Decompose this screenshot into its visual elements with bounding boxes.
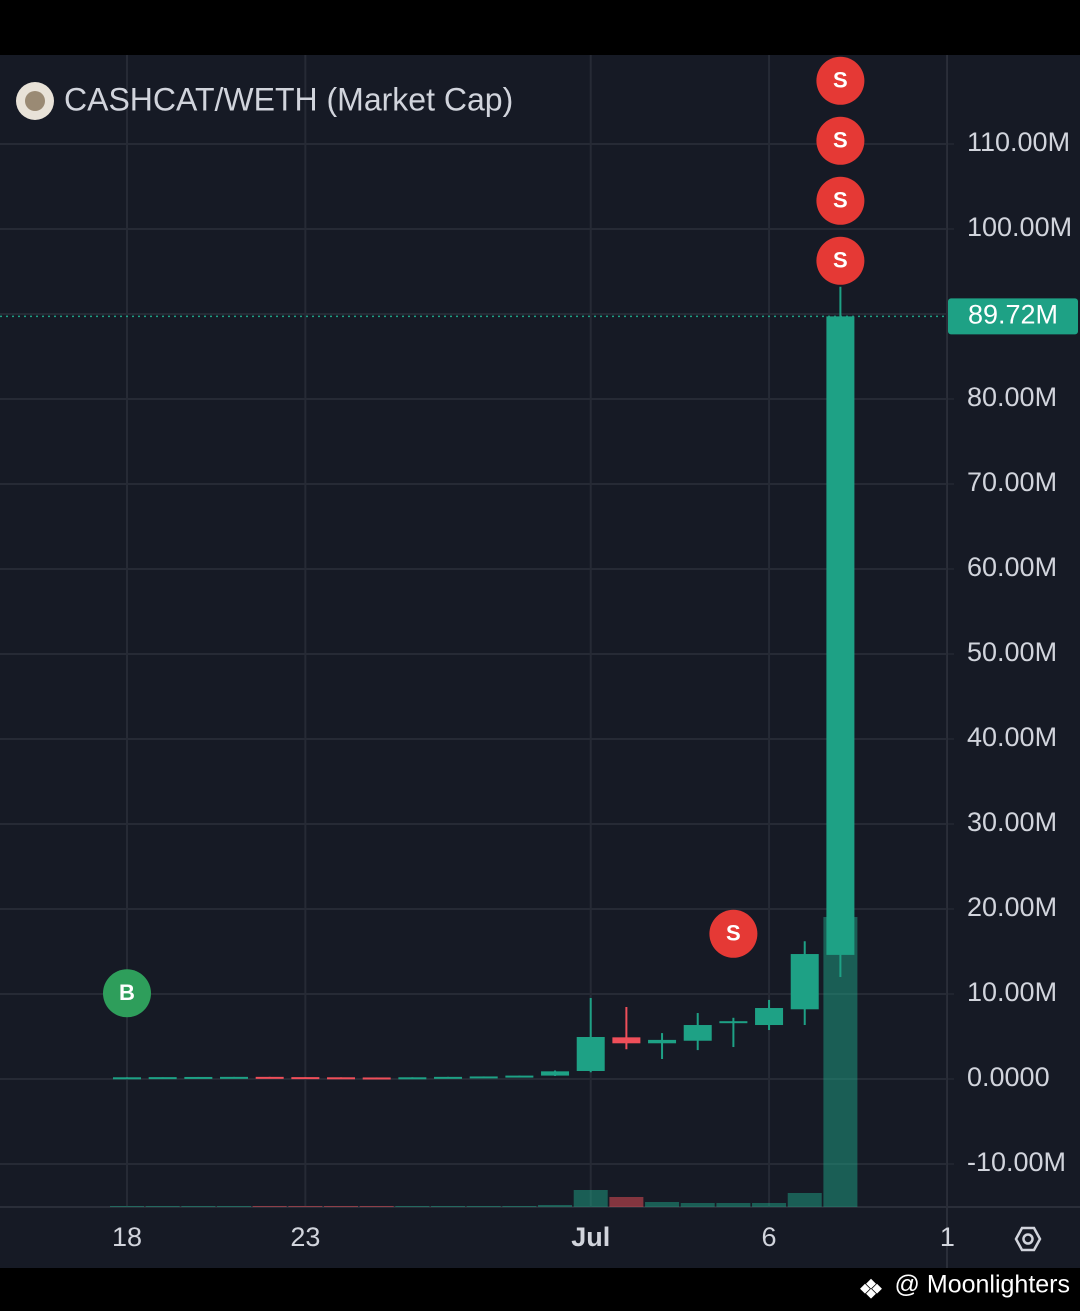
volume-bar [680, 1203, 715, 1207]
candle-body [434, 1076, 463, 1079]
last-price-label: 89.72M [968, 299, 1058, 329]
trade-marker-circle [816, 176, 865, 225]
x-tick-label: 6 [762, 1222, 777, 1252]
y-tick-label: 10.00M [967, 977, 1057, 1007]
volume-bar [395, 1206, 430, 1207]
candle-body [648, 1039, 677, 1044]
trade-marker-label: S [833, 248, 848, 273]
volume-bar [466, 1206, 501, 1207]
candle-body [220, 1076, 249, 1079]
candle-body [291, 1077, 320, 1080]
volume-bar [252, 1206, 287, 1207]
volume-bar [787, 1193, 822, 1207]
volume-bar [609, 1197, 644, 1207]
volume-bar [217, 1206, 252, 1207]
token-icon [25, 91, 45, 111]
volume-bar [502, 1206, 537, 1207]
trade-marker-label: B [119, 980, 135, 1005]
y-tick-label: 0.0000 [967, 1062, 1050, 1092]
top-bar [0, 0, 1080, 55]
volume-bar [110, 1206, 144, 1207]
trade-marker-circle [709, 909, 758, 958]
candle-body [184, 1076, 213, 1079]
trade-marker: S [816, 116, 865, 165]
candle-body [790, 954, 819, 1010]
trade-marker-label: S [726, 921, 741, 946]
y-tick-label: 30.00M [967, 807, 1057, 837]
trade-marker: S [816, 56, 865, 105]
plot [0, 286, 947, 1207]
candle-body [576, 1037, 605, 1072]
y-tick-label: 100.00M [967, 212, 1072, 242]
trade-marker: S [816, 236, 865, 285]
watermark: @ Moonlighters [895, 1271, 1070, 1299]
x-tick-label: 1 [940, 1222, 955, 1252]
volume-bar [431, 1206, 466, 1207]
volume-bar [573, 1190, 608, 1207]
trade-marker: B [103, 969, 151, 1018]
volume-bar [181, 1206, 216, 1207]
volume-bar [145, 1206, 180, 1207]
watermark-icon [860, 1278, 882, 1299]
y-tick-label: 20.00M [967, 892, 1057, 922]
candle-body [612, 1037, 641, 1044]
candle-body [505, 1075, 534, 1078]
candle-body [469, 1076, 498, 1079]
volume-bar [288, 1206, 323, 1207]
candle-body [327, 1077, 356, 1080]
settings-icon[interactable] [1014, 1226, 1042, 1252]
trade-marker-circle [816, 236, 865, 285]
candle-body [148, 1077, 177, 1080]
last-price-box [948, 298, 1078, 335]
trade-marker-label: S [833, 188, 848, 213]
trade-marker-label: S [833, 68, 848, 93]
candle-body [541, 1071, 570, 1076]
y-tick-label: 40.00M [967, 722, 1057, 752]
trade-marker: S [709, 909, 758, 958]
trade-marker-circle [816, 56, 865, 105]
y-tick-label: 70.00M [967, 467, 1057, 497]
y-tick-label: 110.00M [967, 127, 1070, 157]
candle-body [683, 1025, 712, 1041]
trade-marker-circle [816, 116, 865, 165]
y-tick-label: -10.00M [967, 1147, 1066, 1177]
trade-marker-circle [103, 969, 151, 1018]
y-tick-label: 80.00M [967, 382, 1057, 412]
volume-bar [645, 1202, 680, 1207]
y-tick-label: 60.00M [967, 552, 1057, 582]
candle-body [826, 316, 855, 955]
chart-title: CASHCAT/WETH (Market Cap) [64, 81, 513, 117]
axes: -10.00M 0.0000 10.00M 20.00M 30.00M 40.00M 50.… [112, 127, 1078, 1252]
x-tick-label: Jul [571, 1222, 610, 1252]
grid [0, 55, 947, 1207]
volume-bar [752, 1203, 787, 1207]
trade-marker: S [816, 176, 865, 225]
volume-bar [324, 1206, 359, 1207]
candle-body [755, 1008, 784, 1026]
bottom-bar [0, 1268, 1080, 1311]
candle-body [398, 1077, 427, 1080]
volume-bar [359, 1206, 394, 1207]
chart-background [0, 55, 1080, 1268]
x-tick-label: 23 [290, 1222, 320, 1252]
y-tick-label: 50.00M [967, 637, 1057, 667]
volume-bar [538, 1205, 573, 1207]
volume-bar [716, 1203, 751, 1207]
candle-body [719, 1021, 748, 1024]
candle-body [255, 1076, 284, 1079]
trade-marker-label: S [833, 128, 848, 153]
x-tick-label: 18 [112, 1222, 142, 1252]
candle-body [362, 1077, 391, 1080]
candle-body [113, 1077, 141, 1080]
